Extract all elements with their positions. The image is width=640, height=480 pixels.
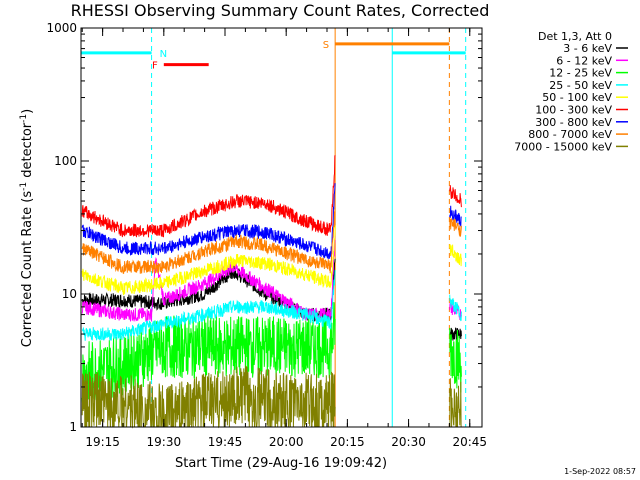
- flag-label: S: [323, 40, 329, 51]
- legend-entry: 3 - 6 keV: [563, 42, 612, 55]
- x-tick-label: 20:00: [269, 435, 304, 449]
- x-axis-label: Start Time (29-Aug-16 19:09:42): [175, 456, 387, 471]
- y-axis: 1 10 100 1000: [46, 21, 482, 434]
- y-tick-label: 1: [69, 420, 77, 434]
- legend-entry: 100 - 300 keV: [535, 104, 612, 117]
- x-tick-label: 20:45: [452, 435, 487, 449]
- x-tick-label: 19:15: [85, 435, 120, 449]
- legend-entry: 7000 - 15000 keV: [514, 140, 612, 153]
- series-line: [81, 301, 462, 406]
- plot-area: NF S: [81, 28, 467, 429]
- series-line: [81, 225, 462, 296]
- legend-entry: 50 - 100 keV: [542, 91, 612, 104]
- series-line: [81, 183, 462, 260]
- chart-title: RHESSI Observing Summary Count Rates, Co…: [71, 1, 490, 20]
- y-tick-label: 100: [54, 154, 77, 168]
- x-tick-label: 20:15: [330, 435, 365, 449]
- legend-title: Det 1,3, Att 0: [538, 30, 612, 43]
- y-tick-label: 1000: [46, 21, 77, 35]
- y-axis-label-part1: Corrected Count Rate (s: [20, 191, 35, 348]
- legend-entry: 6 - 12 keV: [556, 54, 612, 67]
- legend-entry: 25 - 50 keV: [549, 79, 612, 92]
- timestamp: 1-Sep-2022 08:57: [564, 467, 636, 476]
- series-line: [81, 208, 462, 275]
- legend-entry: 800 - 7000 keV: [528, 128, 612, 141]
- plot-frame: [80, 27, 483, 428]
- x-tick-label: 20:30: [391, 435, 426, 449]
- x-axis: 19:15 19:30 19:45 20:00 20:15 20:30 20:45: [81, 28, 487, 449]
- flag-label: F: [152, 61, 158, 72]
- y-axis-label-sup1: -1: [19, 182, 29, 191]
- series-line: [81, 155, 462, 238]
- x-tick-label: 19:45: [208, 435, 243, 449]
- x-tick-label: 19:30: [147, 435, 182, 449]
- legend-entry: 300 - 800 keV: [535, 116, 612, 129]
- y-axis-label: Corrected Count Rate (s-1 detector-1): [19, 109, 35, 347]
- flag-label: N: [160, 49, 167, 60]
- legend-entry: 12 - 25 keV: [549, 67, 612, 80]
- series-line: [82, 270, 462, 341]
- y-axis-label-part3: ): [20, 109, 35, 114]
- y-axis-label-sup2: -1: [19, 114, 29, 123]
- y-axis-label-part2: detector: [20, 122, 35, 182]
- y-tick-label: 10: [62, 287, 77, 301]
